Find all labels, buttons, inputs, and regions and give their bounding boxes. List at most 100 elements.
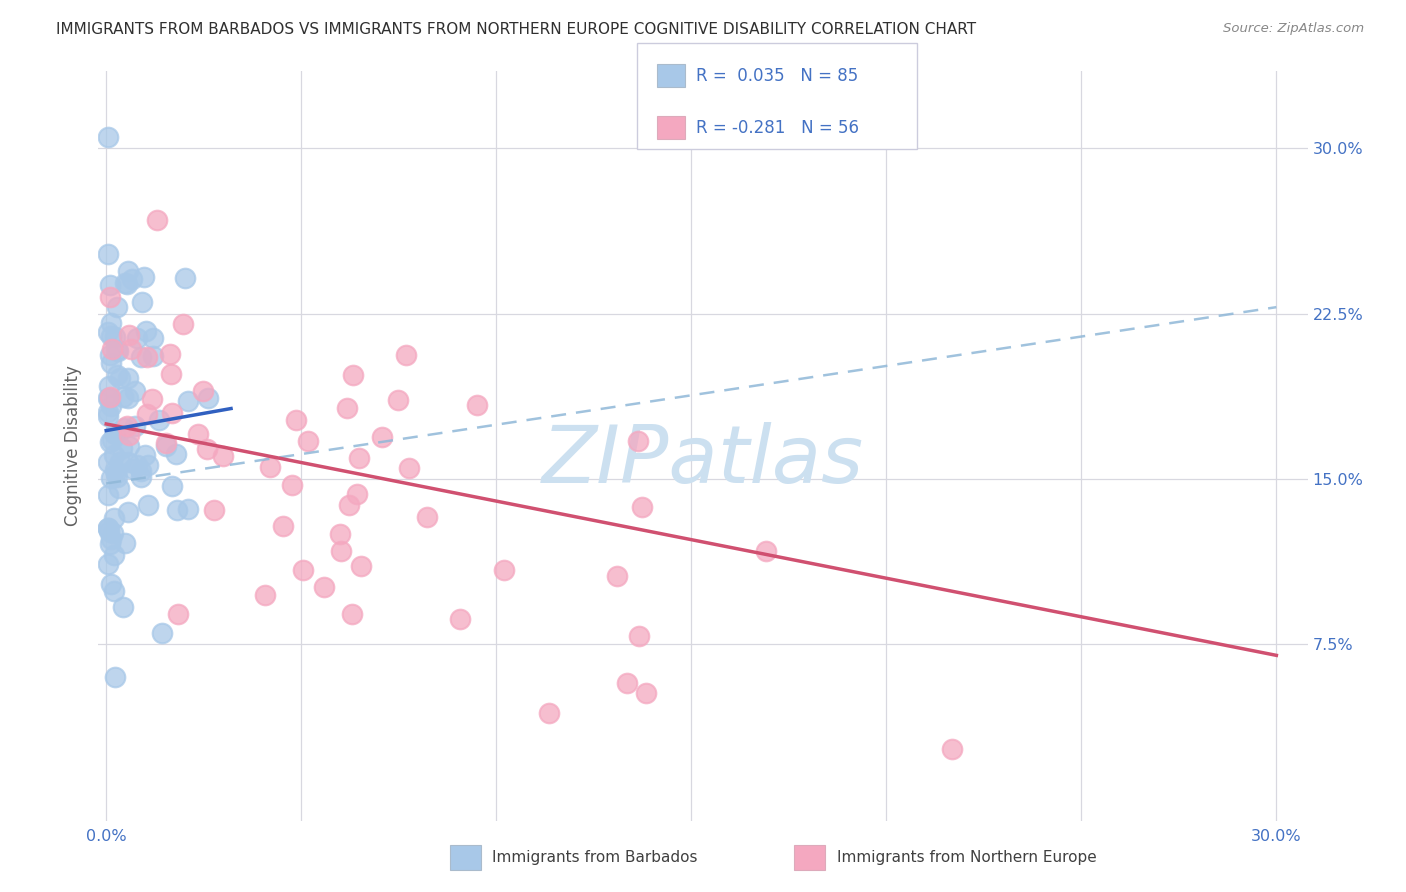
Point <box>118 327 141 342</box>
Point <box>172 317 194 331</box>
Point <box>347 451 370 466</box>
Point <box>136 350 159 364</box>
Point <box>117 391 139 405</box>
Point <box>165 447 187 461</box>
Point <box>100 355 122 369</box>
Point <box>100 329 122 343</box>
Point <box>159 347 181 361</box>
Point <box>118 428 141 442</box>
Point <box>755 543 778 558</box>
Point <box>117 454 139 468</box>
Point <box>271 518 294 533</box>
Point <box>97 130 120 145</box>
Point <box>100 576 122 591</box>
Point <box>398 461 420 475</box>
Point <box>105 470 128 484</box>
Point <box>136 458 159 473</box>
Point <box>155 436 177 450</box>
Point <box>187 426 209 441</box>
Point <box>103 510 125 524</box>
Point <box>197 391 219 405</box>
Point <box>259 460 281 475</box>
Point <box>630 500 652 514</box>
Point <box>155 438 177 452</box>
Point <box>160 367 183 381</box>
Point <box>131 295 153 310</box>
Point <box>616 676 638 690</box>
Point <box>98 536 121 550</box>
Point <box>146 213 169 227</box>
Point <box>97 325 120 339</box>
Point <box>191 384 214 398</box>
Point <box>100 532 122 546</box>
Point <box>941 742 963 756</box>
Point <box>329 544 352 558</box>
Point <box>98 379 121 393</box>
Point <box>160 406 183 420</box>
Point <box>103 448 125 462</box>
Point <box>177 502 200 516</box>
Point <box>104 670 127 684</box>
Point <box>112 390 135 404</box>
Point <box>97 392 120 406</box>
Point <box>115 419 138 434</box>
Point <box>136 499 159 513</box>
Point <box>449 612 471 626</box>
Point <box>104 467 127 481</box>
Point <box>135 325 157 339</box>
Point <box>148 412 170 426</box>
Point <box>112 421 135 435</box>
Point <box>98 390 121 404</box>
Point <box>100 317 122 331</box>
Point <box>627 629 650 643</box>
Point <box>108 455 131 469</box>
Point <box>416 509 439 524</box>
Point <box>120 342 142 356</box>
Point <box>350 559 373 574</box>
Point <box>387 392 409 407</box>
Point <box>105 343 128 358</box>
Point <box>104 427 127 442</box>
Point <box>134 448 156 462</box>
Point <box>110 371 132 385</box>
Point <box>129 350 152 364</box>
Point <box>125 331 148 345</box>
Point <box>107 343 129 358</box>
Point <box>125 458 148 472</box>
Point <box>314 580 336 594</box>
Point <box>329 527 352 541</box>
Point <box>124 384 146 398</box>
Point <box>98 290 121 304</box>
Point <box>103 583 125 598</box>
Point <box>114 536 136 550</box>
Point <box>291 563 314 577</box>
Point <box>142 330 165 344</box>
Point <box>160 479 183 493</box>
Point <box>141 392 163 406</box>
Point <box>166 503 188 517</box>
Point <box>124 418 146 433</box>
Point <box>97 454 120 468</box>
Point <box>336 401 359 415</box>
Point <box>105 368 128 383</box>
Point <box>121 272 143 286</box>
Point <box>212 449 235 463</box>
Point <box>340 607 363 621</box>
Point <box>101 342 124 356</box>
Point <box>101 433 124 447</box>
Point <box>253 588 276 602</box>
Point <box>114 277 136 291</box>
Point <box>606 568 628 582</box>
Point <box>97 488 120 502</box>
Text: Immigrants from Northern Europe: Immigrants from Northern Europe <box>837 850 1097 864</box>
Point <box>103 548 125 562</box>
Point <box>136 407 159 421</box>
Point <box>195 442 218 457</box>
Point <box>108 481 131 495</box>
Point <box>115 277 138 291</box>
Point <box>177 394 200 409</box>
Point <box>297 434 319 449</box>
Point <box>346 486 368 500</box>
Point <box>129 464 152 478</box>
Point <box>104 426 127 441</box>
